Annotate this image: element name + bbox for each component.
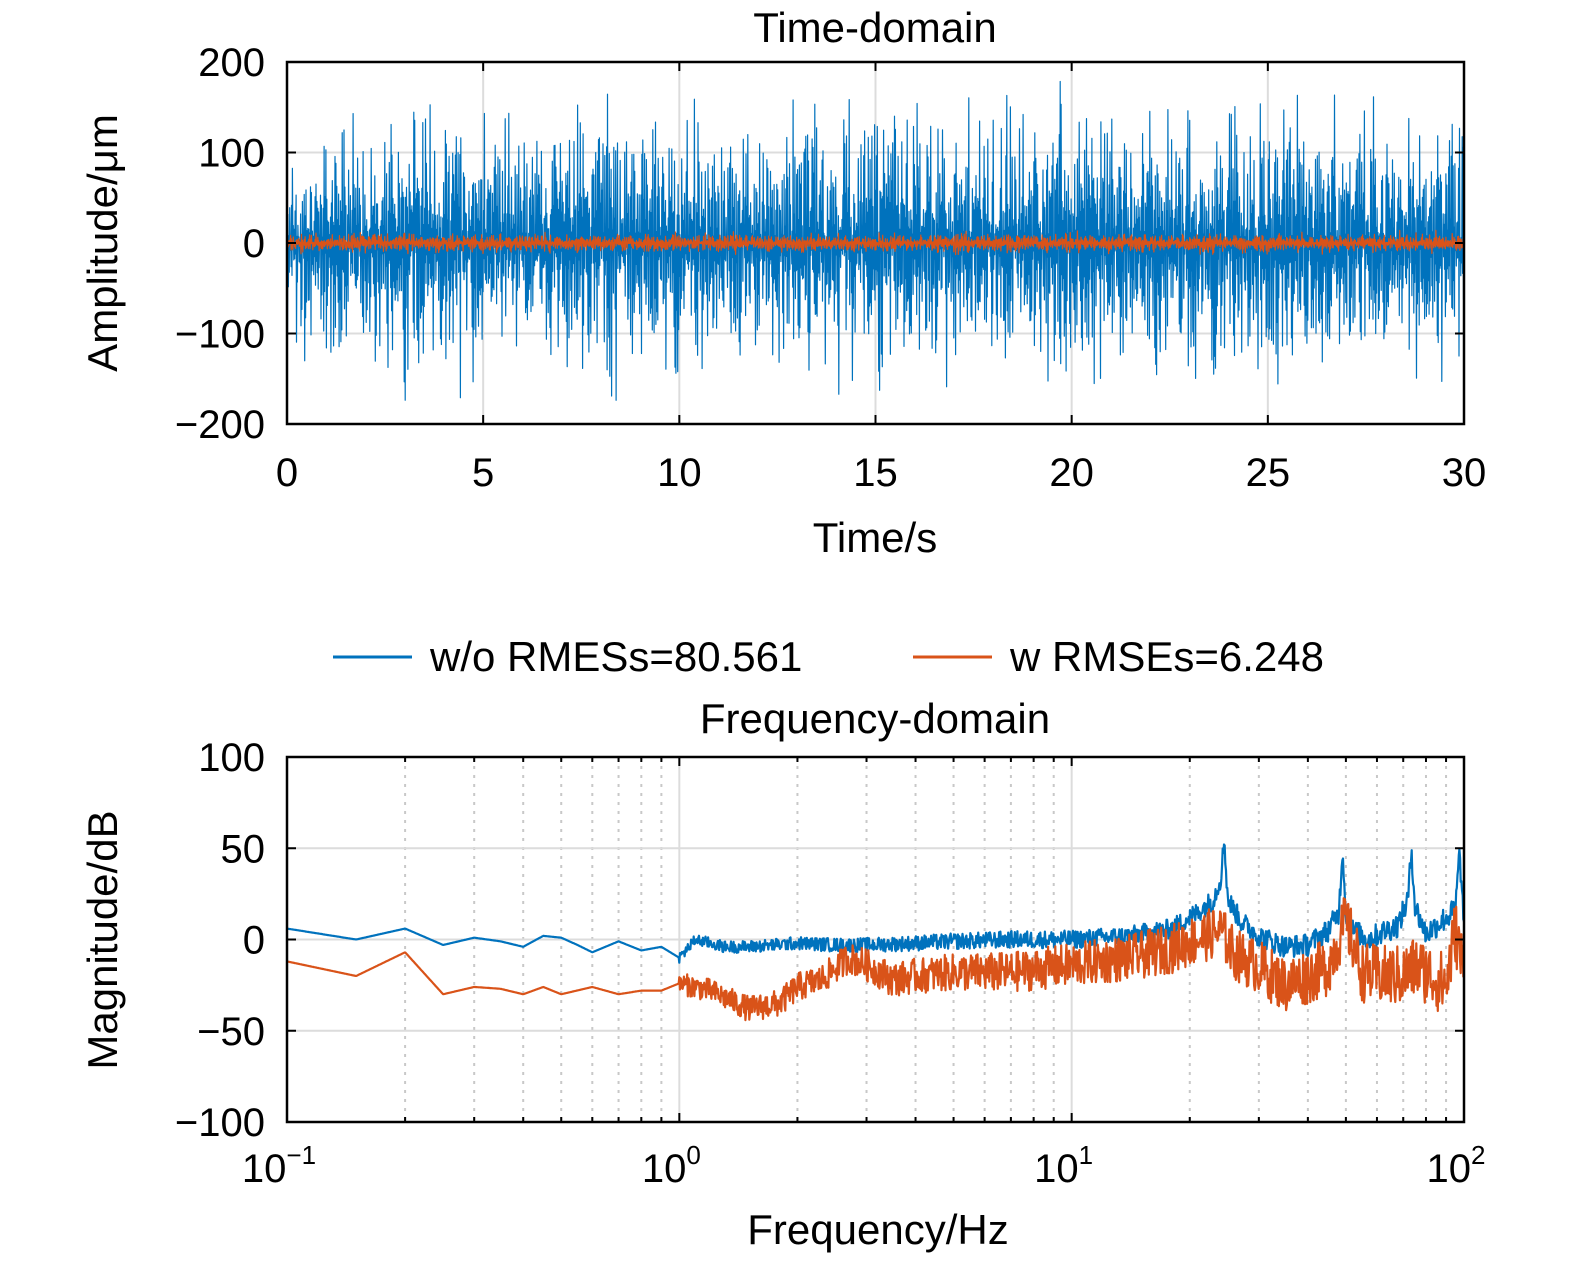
x-tick-label: 15 [853,451,898,495]
y-tick-label: −100 [175,313,265,357]
series-line-w [287,897,1464,1022]
y-tick-label: 0 [243,919,265,963]
x-tick-label: 102 [1427,1140,1486,1191]
legend-label-w-o: w/o RMESs=80.561 [429,633,802,680]
x-tick-label: 25 [1246,451,1291,495]
y-tick-label: 0 [243,222,265,266]
time-domain-title: Time-domain [753,4,997,51]
x-tick-label: 5 [472,451,494,495]
frequency-domain-x-axis-label: Frequency/Hz [747,1206,1008,1253]
time-domain-plot-area [287,80,1464,401]
legend: w/o RMESs=80.561 w RMSEs=6.248 [333,633,1324,680]
x-tick-label: 20 [1049,451,1094,495]
series-line-w-o [287,80,1464,401]
time-domain-ticks: 0 5 10 15 20 25 30 −200 −100 0 100 200 [175,41,1486,495]
x-tick-label: 0 [276,451,298,495]
x-tick-label: 101 [1034,1140,1093,1191]
y-tick-label: −200 [175,403,265,447]
frequency-domain-title: Frequency-domain [700,695,1050,742]
time-domain-y-axis-label: Amplitude/μm [79,114,126,372]
frequency-domain-y-axis-label: Magnitude/dB [79,810,126,1069]
y-tick-label: 200 [198,41,265,85]
y-tick-label: 100 [198,736,265,780]
y-tick-label: −100 [175,1101,265,1145]
y-tick-label: 50 [221,827,266,871]
legend-label-w: w RMSEs=6.248 [1009,633,1324,680]
x-tick-label: 10 [657,451,702,495]
y-tick-label: 100 [198,132,265,176]
x-tick-label: 100 [642,1140,701,1191]
series-line-w [287,229,1464,256]
x-tick-label: 10−1 [242,1140,316,1191]
frequency-domain-ticks: 10−1 100 101 102 −100 −50 0 50 100 [175,736,1486,1191]
x-tick-label: 30 [1442,451,1487,495]
frequency-domain-plot-area [287,843,1464,1022]
y-tick-label: −50 [197,1010,265,1054]
series-line-w-o [287,843,1464,964]
time-domain-x-axis-label: Time/s [813,514,937,561]
frequency-domain-panel: 10−1 100 101 102 −100 −50 0 50 100 Frequency-dom… [79,695,1485,1253]
